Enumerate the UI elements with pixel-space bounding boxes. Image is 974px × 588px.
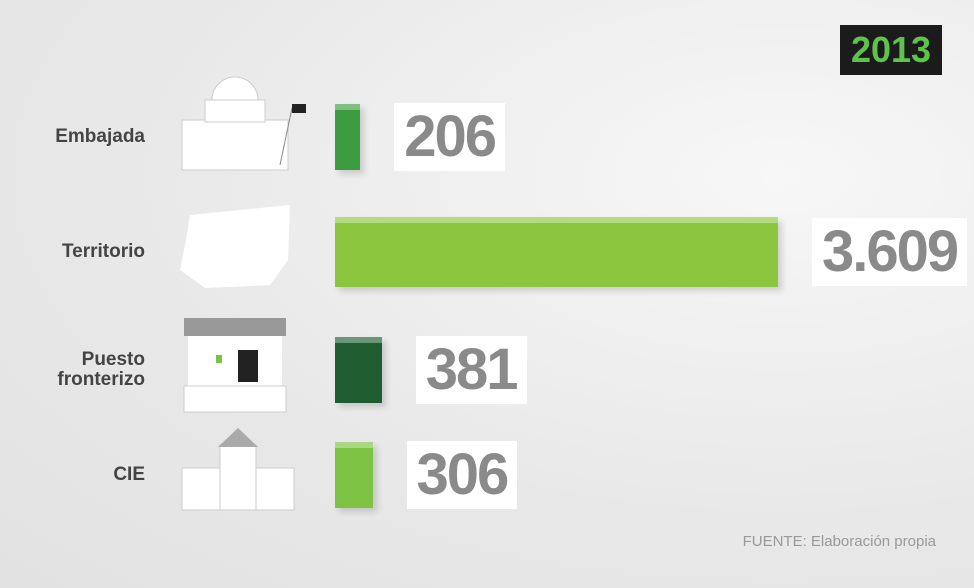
value-label: 3.609: [812, 218, 968, 286]
embassy-icon: [181, 76, 306, 171]
cie-icon: [181, 428, 295, 511]
category-label: Puesto fronterizo: [57, 349, 145, 390]
passport-icon: [183, 318, 287, 413]
value-label: 306: [406, 441, 518, 509]
category-label: Embajada: [55, 126, 145, 147]
category-label: Territorio: [61, 241, 145, 262]
bar: [335, 217, 778, 287]
bar: [335, 337, 382, 403]
map-icon: [180, 205, 290, 288]
bar: [335, 442, 373, 508]
bar: [335, 104, 361, 170]
value-label: 381: [415, 336, 527, 404]
value-label: 206: [394, 103, 506, 171]
year-badge: 2013: [840, 25, 942, 75]
source: FUENTE: Elaboración propia: [742, 533, 936, 550]
category-label: CIE: [113, 464, 145, 485]
